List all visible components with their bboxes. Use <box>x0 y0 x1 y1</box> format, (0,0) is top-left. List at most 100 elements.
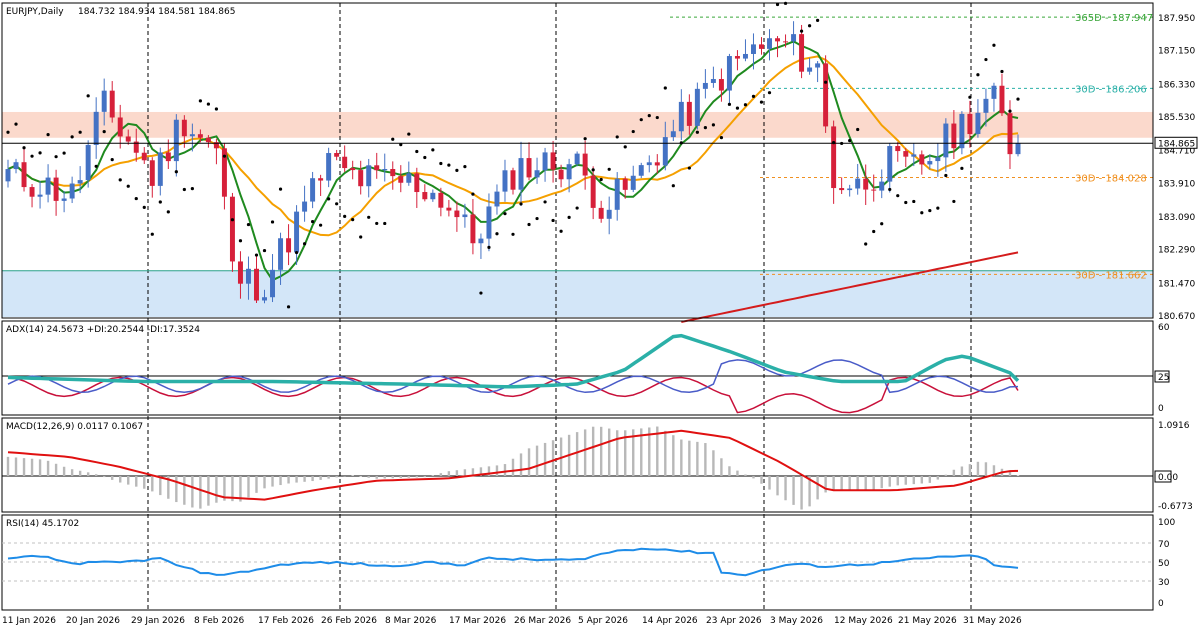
psar-dot <box>807 24 812 28</box>
date-label: 29 Jan 2026 <box>131 616 185 626</box>
macd-bar <box>583 429 587 476</box>
candle-body <box>654 162 660 166</box>
psar-dot <box>238 239 243 243</box>
candle-body <box>510 170 516 190</box>
candle-body <box>77 180 83 184</box>
psar-dot <box>343 214 347 218</box>
candle-body <box>237 261 243 284</box>
macd-panel[interactable]: MACD(12,26,9) 0.0117 0.1067 1.0916 0.00 … <box>1 417 1193 513</box>
candle-body <box>149 160 155 186</box>
candle-body <box>863 178 869 190</box>
macd-bar <box>159 476 162 496</box>
candle-body <box>630 175 636 190</box>
level-label: 30D - 184.028 <box>1075 174 1147 185</box>
psar-dot <box>695 130 699 134</box>
candle-body <box>678 101 684 132</box>
psar-dot <box>711 123 715 127</box>
psar-dot <box>391 137 395 141</box>
macd-label: MACD(12,26,9) 0.0117 0.1067 <box>6 422 143 432</box>
candle-body <box>734 56 740 59</box>
price-axis-label: 181.470 <box>1158 279 1195 289</box>
macd-bar <box>952 469 956 476</box>
psar-dot <box>952 199 956 204</box>
macd-bar <box>551 440 555 476</box>
candle-body <box>45 177 51 195</box>
candle-body <box>390 169 396 177</box>
date-label: 11 Jan 2026 <box>2 616 56 626</box>
candle-body <box>494 191 500 207</box>
candle-body <box>606 209 612 219</box>
psar-dot <box>912 199 916 204</box>
psar-dot <box>727 102 732 106</box>
macd-bar <box>784 476 787 501</box>
macd-bar <box>311 476 314 482</box>
psar-dot <box>824 80 828 84</box>
candle-body <box>189 134 195 137</box>
price-axis-label: 183.090 <box>1158 213 1195 223</box>
macd-bar <box>30 458 34 476</box>
psar-dot <box>631 129 635 134</box>
rsi-label: RSI(14) 45.1702 <box>6 519 79 529</box>
candle-body <box>350 168 356 171</box>
macd-bar <box>1008 470 1012 476</box>
di-plus-line <box>7 359 1019 394</box>
candle-body <box>69 183 75 199</box>
level-lines <box>2 16 1153 275</box>
psar-dot <box>166 210 170 214</box>
macd-bar <box>704 443 707 476</box>
adx-axis-0: 0 <box>1158 404 1164 414</box>
macd-bar <box>46 460 50 476</box>
psar-dot <box>423 155 427 160</box>
macd-bar <box>271 476 274 487</box>
candle-body <box>125 136 131 142</box>
psar-dot <box>319 223 323 227</box>
psar-dot <box>639 118 643 122</box>
macd-bar <box>415 476 419 478</box>
date-label: 5 Apr 2026 <box>578 616 628 626</box>
adx-panel-frame <box>1 320 1154 416</box>
candle-body <box>5 169 11 182</box>
psar-dot <box>1000 69 1004 74</box>
candle-body <box>1015 143 1021 155</box>
macd-bar <box>960 466 964 476</box>
date-label: 21 May 2026 <box>898 616 957 626</box>
macd-bar <box>207 476 210 506</box>
macd-bar <box>78 470 82 476</box>
psar-dot <box>375 221 379 226</box>
macd-bar <box>527 448 531 476</box>
candle-body <box>855 178 861 189</box>
macd-bar <box>792 476 795 505</box>
macd-bar <box>872 476 875 490</box>
macd-bar <box>263 476 266 489</box>
psar-dot <box>495 232 499 236</box>
psar-dot <box>471 192 475 196</box>
candle-body <box>638 165 644 176</box>
macd-histogram <box>6 426 1020 510</box>
candle-body <box>550 152 556 170</box>
psar-dot <box>383 221 387 226</box>
macd-bar <box>335 476 338 478</box>
macd-bar <box>255 476 258 493</box>
psar-dot <box>559 229 563 233</box>
candle-body <box>254 268 259 301</box>
psar-dot <box>439 161 443 166</box>
candle-body <box>911 154 917 157</box>
psar-dot <box>302 242 307 246</box>
psar-dot <box>511 232 515 236</box>
psar-dot <box>182 187 186 192</box>
adx-panel[interactable]: ADX(14) 24.5673 +DI:20.2544 -DI:17.3524 … <box>1 320 1170 416</box>
rsi-panel[interactable]: RSI(14) 45.1702 100 70 50 30 0 <box>1 514 1175 611</box>
psar-dot <box>719 136 724 140</box>
adx-axis-60: 60 <box>1158 323 1170 333</box>
psar-dot <box>70 135 74 139</box>
candle-body <box>518 158 524 190</box>
candle-body <box>791 34 797 42</box>
price-panel[interactable]: EURJPY,Daily 184.732 184.934 184.581 184… <box>1 0 1198 610</box>
candle-body <box>262 297 267 301</box>
candle-body <box>398 176 404 183</box>
psar-dot <box>335 202 339 206</box>
candle-body <box>662 137 668 166</box>
date-label: 26 Mar 2026 <box>514 616 571 626</box>
candle-body <box>887 146 893 182</box>
